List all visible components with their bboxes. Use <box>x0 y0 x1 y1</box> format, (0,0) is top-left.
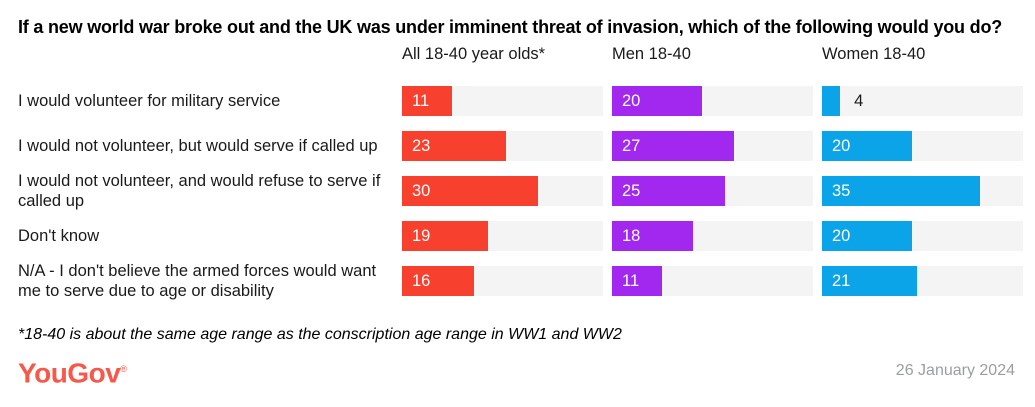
bar-track: 23 <box>402 131 603 161</box>
bar-track: 19 <box>402 221 603 251</box>
bar-track: 27 <box>612 131 813 161</box>
bar-track: 11 <box>402 86 603 116</box>
row-label: Don't know <box>18 227 100 245</box>
bar-fill: 20 <box>612 86 703 116</box>
bar-track: 35 <box>822 176 1023 206</box>
bar-value: 35 <box>832 181 851 200</box>
bar-fill: 21 <box>822 266 917 296</box>
bar-track: 21 <box>822 266 1023 296</box>
bar-track: 18 <box>612 221 813 251</box>
chart-title: If a new world war broke out and the UK … <box>18 17 1003 37</box>
bar-fill: 27 <box>612 131 734 161</box>
bar-value: 25 <box>622 181 641 200</box>
bar-track: 4 <box>822 86 1023 116</box>
bar-value: 27 <box>622 136 641 155</box>
footer: YouGov® 26 January 2024 <box>18 354 1015 388</box>
bar-value: 4 <box>854 91 864 110</box>
footnote: *18-40 is about the same age range as th… <box>18 326 622 343</box>
row-label: N/A - I don't believe the armed forces w… <box>18 262 377 300</box>
column-header-women: Women 18-40 <box>822 45 926 63</box>
bar-track: 30 <box>402 176 603 206</box>
bar-value: 11 <box>412 91 430 110</box>
bar-fill: 20 <box>822 221 913 251</box>
bar-fill: 11 <box>402 86 452 116</box>
bar-track: 11 <box>612 266 813 296</box>
bar-track: 20 <box>822 131 1023 161</box>
bar-track: 16 <box>402 266 603 296</box>
bar-value: 19 <box>412 226 431 245</box>
bar-fill: 16 <box>402 266 475 296</box>
bar-value: 30 <box>412 181 431 200</box>
bar-track: 20 <box>612 86 813 116</box>
bar-fill: 19 <box>402 221 488 251</box>
column-header-men: Men 18-40 <box>612 45 691 63</box>
bar-value: 21 <box>832 271 851 290</box>
row-label: I would not volunteer, but would serve i… <box>18 137 378 155</box>
bar-value: 16 <box>412 271 431 290</box>
row-label: I would not volunteer, and would refuse … <box>18 172 381 210</box>
bar-fill: 25 <box>612 176 725 206</box>
bar-track: 25 <box>612 176 813 206</box>
yougov-logo-text: YouGov <box>18 357 121 389</box>
bar-value: 11 <box>622 271 640 290</box>
bar-value: 23 <box>412 136 431 155</box>
column-header-all: All 18-40 year olds* <box>402 45 546 63</box>
bar-track: 20 <box>822 221 1023 251</box>
bar-value: 20 <box>622 91 641 110</box>
bar-value: 18 <box>622 226 641 245</box>
bar-fill: 23 <box>402 131 506 161</box>
bar-fill: 35 <box>822 176 981 206</box>
row-label: I would volunteer for military service <box>18 92 281 110</box>
bar-fill: 18 <box>612 221 694 251</box>
bar-fill: 11 <box>612 266 662 296</box>
bar-chart: All 18-40 year olds* Men 18-40 Women 18-40… <box>18 45 1023 300</box>
bar-fill: 30 <box>402 176 538 206</box>
bar-fill: 20 <box>822 131 913 161</box>
bar-value: 20 <box>832 226 851 245</box>
bar-fill <box>822 86 841 116</box>
date-label: 26 January 2024 <box>895 362 1015 380</box>
registered-mark: ® <box>120 364 127 374</box>
yougov-logo: YouGov® <box>18 354 127 389</box>
bar-value: 20 <box>832 136 851 155</box>
